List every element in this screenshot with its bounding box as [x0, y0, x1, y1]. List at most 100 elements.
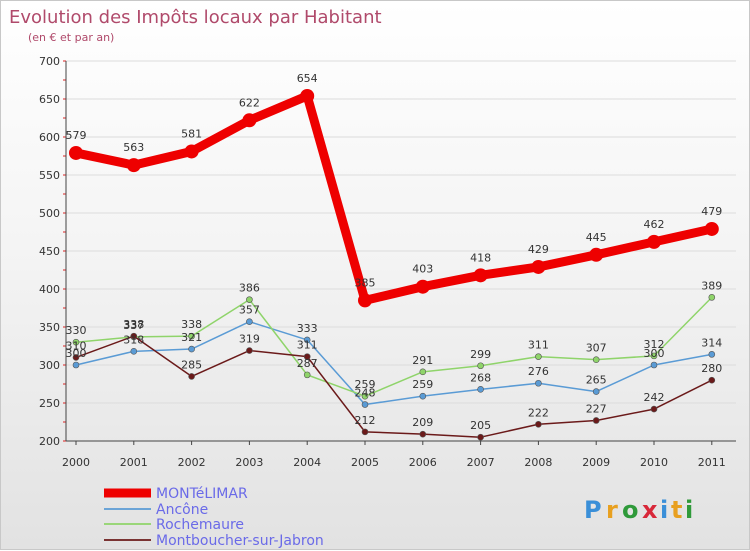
x-tick-label: 2006	[409, 456, 437, 469]
x-tick-label: 2009	[582, 456, 610, 469]
data-point	[589, 247, 604, 262]
data-labels: 5795635816226543854034184294454624793003…	[66, 72, 723, 432]
data-point	[69, 145, 83, 160]
data-label: 403	[412, 263, 433, 276]
data-point	[415, 279, 430, 294]
data-point	[592, 417, 600, 424]
data-point	[130, 332, 138, 340]
data-label: 299	[470, 348, 491, 361]
data-point	[477, 386, 484, 393]
data-label: 222	[528, 406, 549, 419]
data-point	[130, 348, 138, 355]
chart-title: Evolution des Impôts locaux par Habitant	[9, 7, 382, 28]
data-point	[708, 294, 716, 301]
data-point	[188, 345, 195, 353]
grid	[66, 60, 736, 442]
y-tick-label: 250	[39, 397, 60, 410]
y-tick-label: 500	[39, 207, 60, 220]
data-label: 418	[470, 251, 491, 264]
series-line-0	[71, 91, 717, 305]
data-point	[242, 113, 257, 128]
logo-letter: P	[584, 496, 602, 524]
data-label: 312	[644, 338, 665, 351]
data-label: 622	[239, 96, 260, 109]
data-label: 581	[181, 127, 202, 140]
logo-letter: t	[671, 496, 682, 524]
data-point	[531, 259, 546, 274]
data-point	[592, 356, 600, 363]
data-label: 268	[470, 371, 491, 384]
data-point	[303, 336, 311, 344]
data-label: 265	[586, 374, 607, 387]
data-point	[246, 318, 253, 325]
data-label: 563	[123, 141, 144, 154]
y-tick-label: 300	[39, 359, 60, 372]
legend-label: Montboucher-sur-Jabron	[156, 533, 324, 549]
data-point	[126, 158, 141, 173]
x-tick-label: 2007	[467, 456, 495, 469]
data-point	[535, 420, 542, 428]
data-label: 307	[586, 342, 607, 355]
legend-label: Rochemaure	[156, 517, 244, 533]
data-label: 389	[701, 279, 722, 292]
chart-subtitle: (en € et par an)	[28, 31, 114, 44]
data-label: 248	[355, 387, 376, 400]
x-tick-label: 2005	[351, 456, 379, 469]
data-label: 319	[239, 333, 260, 346]
data-label: 311	[528, 339, 549, 352]
logo-letter: i	[685, 496, 693, 524]
data-point	[358, 293, 372, 308]
data-label: 445	[586, 231, 607, 244]
data-point	[647, 234, 661, 249]
data-label: 337	[123, 319, 144, 332]
data-label: 318	[123, 333, 144, 346]
data-label: 259	[355, 378, 376, 391]
data-point	[419, 392, 427, 400]
data-label: 357	[239, 304, 260, 317]
data-label: 338	[181, 318, 202, 331]
data-point	[650, 405, 658, 413]
data-label: 311	[297, 339, 318, 352]
data-label: 300	[644, 347, 665, 360]
x-tick-label: 2011	[698, 456, 726, 469]
data-label: 227	[586, 402, 607, 415]
data-point	[473, 268, 488, 283]
data-point	[535, 379, 542, 387]
data-label: 462	[644, 218, 665, 231]
axes: 200 250 300 350 400 450 500 550 600 650 700 2000 200…	[39, 55, 736, 469]
data-point	[419, 430, 427, 438]
data-label: 321	[181, 331, 202, 344]
data-point	[188, 373, 195, 380]
data-point	[361, 392, 369, 400]
data-point	[361, 428, 369, 436]
data-point	[650, 361, 658, 369]
x-tick-label: 2002	[178, 456, 206, 469]
data-label: 205	[470, 419, 491, 432]
y-tick-label: 200	[39, 435, 60, 448]
logo-letter: o	[622, 496, 639, 524]
x-tick-label: 2001	[120, 456, 148, 469]
data-point	[477, 433, 484, 441]
data-label: 300	[66, 347, 87, 360]
data-label: 579	[66, 129, 87, 142]
data-point	[361, 401, 369, 408]
data-point	[72, 354, 80, 361]
data-label: 386	[239, 282, 260, 295]
y-tick-label: 650	[39, 93, 60, 106]
data-label: 287	[297, 357, 318, 370]
data-label: 291	[412, 354, 433, 367]
data-point	[650, 352, 658, 360]
data-point	[535, 353, 542, 360]
y-tick-label: 450	[39, 245, 60, 258]
x-tick-label: 2003	[235, 456, 263, 469]
data-point	[419, 368, 427, 376]
data-label: 338	[123, 318, 144, 331]
data-point	[708, 376, 716, 384]
series-line-3	[75, 335, 713, 438]
data-point	[300, 88, 315, 103]
data-label: 242	[644, 391, 665, 404]
legend-label: Ancône	[156, 502, 208, 518]
